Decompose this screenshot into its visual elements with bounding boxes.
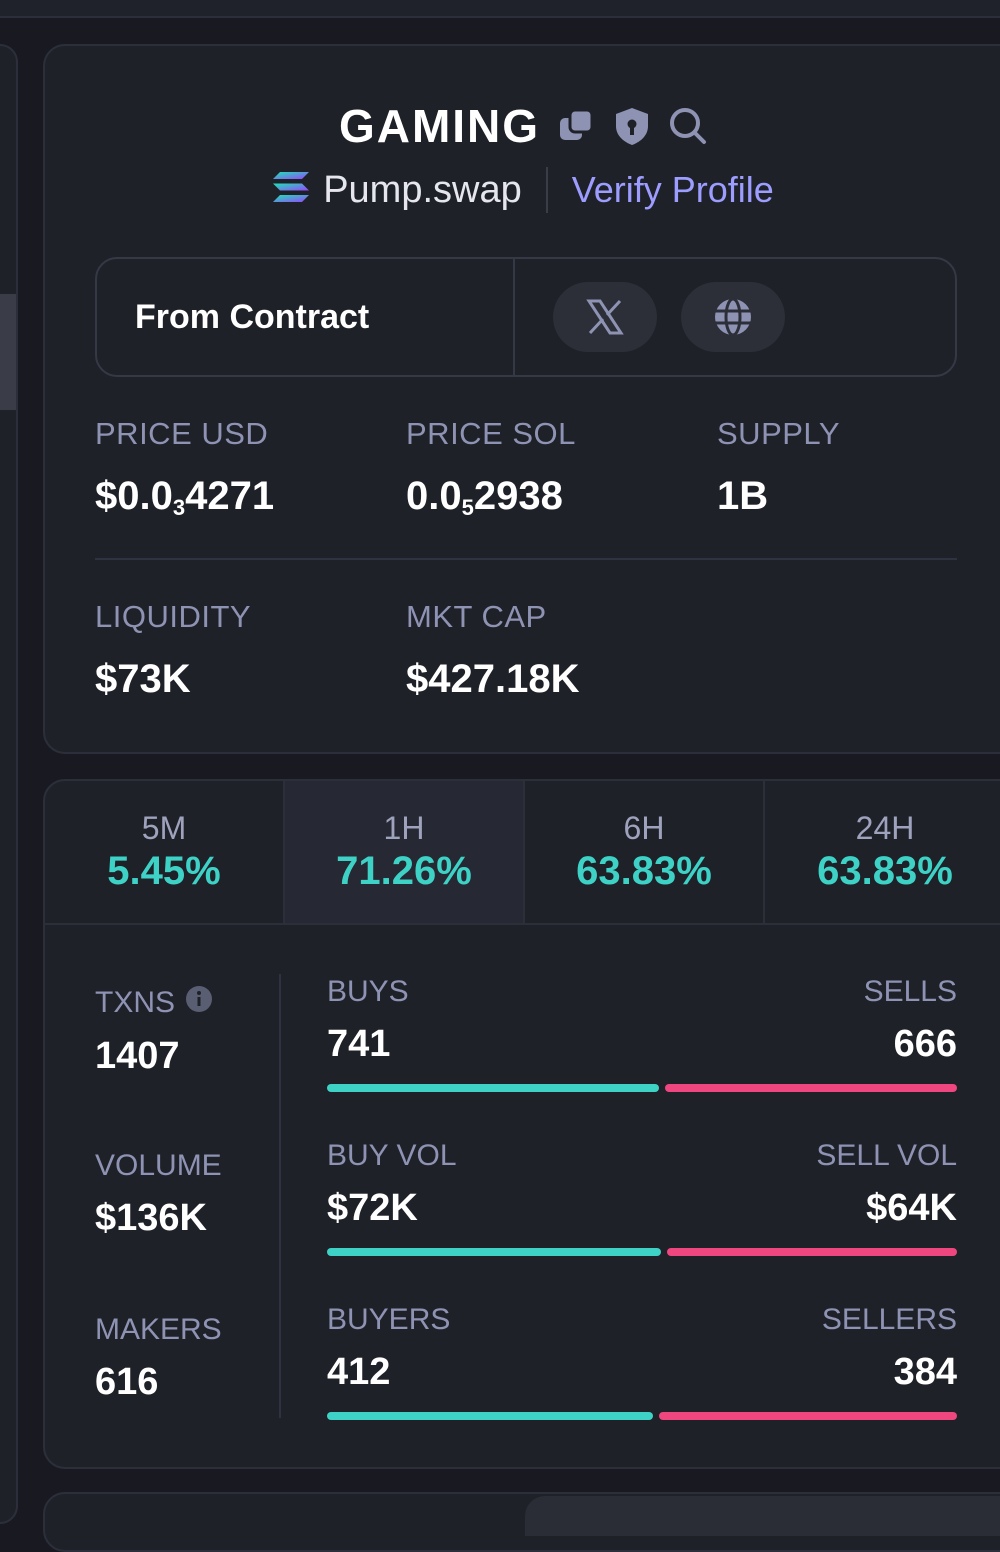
volume-metric: VOLUME $136K [95, 1149, 222, 1240]
title-row: GAMING [45, 98, 1000, 154]
txns-label: TXNS [95, 986, 176, 1019]
price-sol-stat: PRICE SOL 0.052938 [406, 416, 576, 521]
tab-6h[interactable]: 6H 63.83% [525, 781, 765, 923]
globe-icon [715, 297, 751, 337]
mktcap-value: $427.18K [406, 657, 580, 701]
contract-box: From Contract [95, 257, 957, 377]
top-bar [0, 0, 1000, 18]
info-icon[interactable] [185, 985, 213, 1021]
makers-value: 616 [95, 1361, 159, 1403]
volume-value: $136K [95, 1197, 207, 1239]
shield-lock-icon[interactable] [612, 106, 652, 146]
timeframe-tabs: 5M 5.45% 1H 71.26% 6H 63.83% 24H 63.83% [45, 781, 1000, 925]
buyers-sellers-block: BUYERS SELLERS 412 384 [327, 1303, 957, 1420]
sellers-value: 384 [893, 1351, 957, 1393]
txns-metric: TXNS 1407 [95, 985, 213, 1078]
sellers-label: SELLERS [821, 1303, 957, 1336]
liquidity-stat: LIQUIDITY $73K [95, 599, 251, 702]
next-panel-tab[interactable] [525, 1496, 1000, 1536]
txns-value: 1407 [95, 1035, 180, 1077]
dex-name: Pump.swap [273, 169, 522, 212]
buyers-bar [327, 1412, 654, 1420]
x-button[interactable] [553, 282, 657, 352]
supply-label: SUPPLY [717, 416, 841, 451]
volume-label: VOLUME [95, 1149, 222, 1182]
sell-vol-bar [666, 1248, 957, 1256]
mktcap-stat: MKT CAP $427.18K [406, 599, 579, 702]
tab-1h[interactable]: 1H 71.26% [285, 781, 525, 923]
sell-vol-label: SELL VOL [816, 1139, 957, 1172]
buyers-value: 412 [327, 1351, 391, 1393]
supply-stat: SUPPLY 1B [717, 416, 840, 519]
dex-row: Pump.swap Verify Profile [45, 164, 1000, 216]
x-icon [586, 299, 624, 335]
solana-icon [273, 169, 310, 212]
price-usd-stat: PRICE USD $0.034271 [95, 416, 274, 521]
buyers-label: BUYERS [327, 1303, 451, 1336]
sells-value: 666 [893, 1023, 957, 1065]
buys-sells-block: BUYS SELLS 741 666 [327, 975, 957, 1092]
price-sol-label: PRICE SOL [406, 416, 576, 451]
metrics-divider [279, 974, 281, 1418]
token-info-card: GAMING [43, 44, 1000, 754]
buyers-sellers-bar [327, 1412, 957, 1420]
liquidity-label: LIQUIDITY [95, 599, 252, 634]
buy-vol-bar [327, 1248, 661, 1256]
website-button[interactable] [681, 282, 785, 352]
left-panel [0, 44, 18, 1524]
tab-24h[interactable]: 24H 63.83% [817, 810, 953, 893]
makers-label: MAKERS [95, 1313, 222, 1346]
stats-divider [95, 558, 957, 560]
buy-vol-value: $72K [327, 1187, 418, 1229]
buys-value: 741 [327, 1023, 391, 1065]
next-panel [43, 1492, 1000, 1552]
supply-value: 1B [717, 474, 769, 518]
buy-sell-vol-bar [327, 1248, 957, 1256]
buys-label: BUYS [327, 975, 409, 1008]
verify-profile-link[interactable]: Verify Profile [571, 169, 774, 210]
search-icon[interactable] [668, 106, 708, 146]
buys-sells-bar [327, 1084, 957, 1092]
dex-label: Pump.swap [323, 168, 522, 211]
price-usd-label: PRICE USD [95, 416, 269, 451]
liquidity-value: $73K [95, 657, 191, 701]
tab-5m[interactable]: 5M 5.45% [45, 781, 285, 923]
price-sol-value: 0.052938 [406, 474, 563, 520]
scrollbar-thumb[interactable] [0, 294, 16, 410]
makers-metric: MAKERS 616 [95, 1313, 222, 1404]
buy-vol-label: BUY VOL [327, 1139, 457, 1172]
copy-icon[interactable] [556, 106, 596, 146]
separator [545, 167, 548, 213]
token-name: GAMING [338, 100, 541, 152]
price-usd-value: $0.034271 [95, 474, 275, 520]
sells-bar [665, 1084, 957, 1092]
mktcap-label: MKT CAP [406, 599, 547, 634]
from-contract-label: From Contract [97, 259, 515, 375]
trading-stats-card: 5M 5.45% 1H 71.26% 6H 63.83% 24H 63.83% … [43, 779, 1000, 1469]
sellers-bar [659, 1412, 957, 1420]
buys-bar [327, 1084, 659, 1092]
social-links [515, 259, 785, 375]
buy-sell-vol-block: BUY VOL SELL VOL $72K $64K [327, 1139, 957, 1256]
sells-label: SELLS [863, 975, 957, 1008]
sell-vol-value: $64K [866, 1187, 957, 1229]
